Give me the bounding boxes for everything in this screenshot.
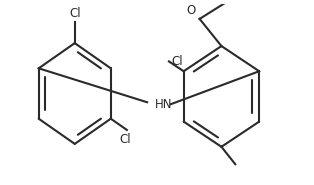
Text: Cl: Cl [171, 55, 182, 68]
Text: HN: HN [155, 98, 172, 111]
Text: Cl: Cl [69, 7, 81, 20]
Text: O: O [187, 4, 196, 17]
Text: Cl: Cl [119, 133, 131, 146]
